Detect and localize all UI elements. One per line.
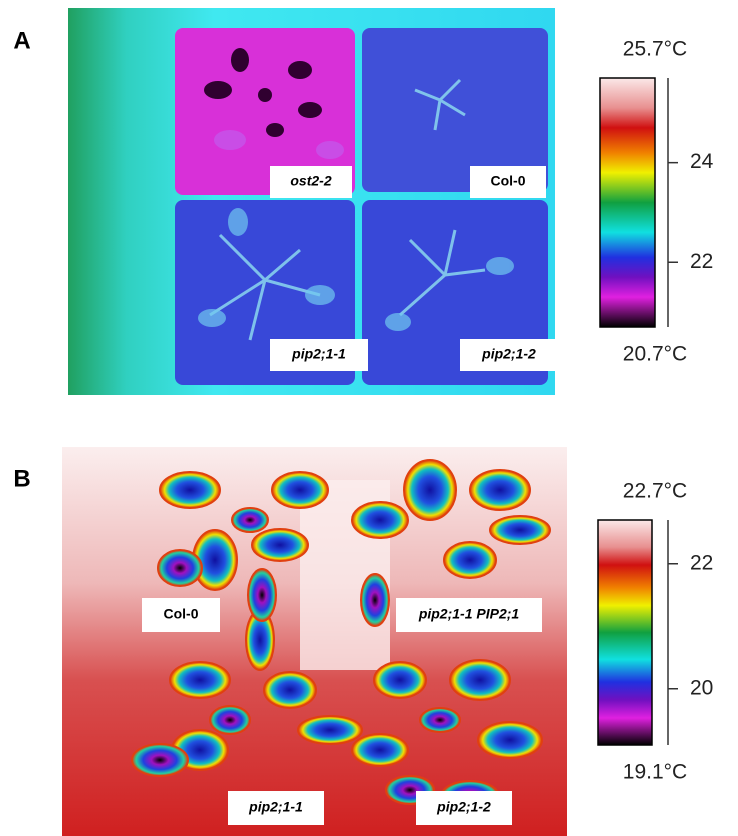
page: {"panels": [ {"label": "A", "image_label… xyxy=(0,0,738,836)
image-label: pip2;1-1 PIP2;1 xyxy=(418,606,520,622)
image-label: pip2;1-1 xyxy=(248,799,303,815)
image-label: Col-0 xyxy=(164,606,199,622)
colorbar-tick-label: 20 xyxy=(690,676,713,699)
colorbar-tick-label: 22 xyxy=(690,250,713,273)
panel-letter: A xyxy=(13,27,30,54)
colorbar-max-label: 22.7°C xyxy=(623,480,687,503)
panel-letter: B xyxy=(13,465,30,492)
thermal-image-a xyxy=(68,8,555,395)
colorbar-tick-label: 24 xyxy=(690,150,714,173)
image-label: pip2;1-2 xyxy=(481,346,536,362)
colorbar-min-label: 20.7°C xyxy=(623,343,687,366)
image-label: pip2;1-2 xyxy=(436,799,491,815)
colorbar-max-label: 25.7°C xyxy=(623,38,687,61)
colorbar xyxy=(600,78,655,327)
colorbar-min-label: 19.1°C xyxy=(623,761,687,784)
image-label: ost2-2 xyxy=(290,173,331,189)
image-label: pip2;1-1 xyxy=(291,346,346,362)
figure: A B ost2-2 Col-0 pip2;1-1 pip2;1-2 Col-0… xyxy=(0,0,738,836)
image-label: Col-0 xyxy=(491,173,526,189)
thermal-image-b xyxy=(62,447,567,836)
colorbar xyxy=(598,520,652,745)
colorbar-tick-label: 22 xyxy=(690,551,713,574)
